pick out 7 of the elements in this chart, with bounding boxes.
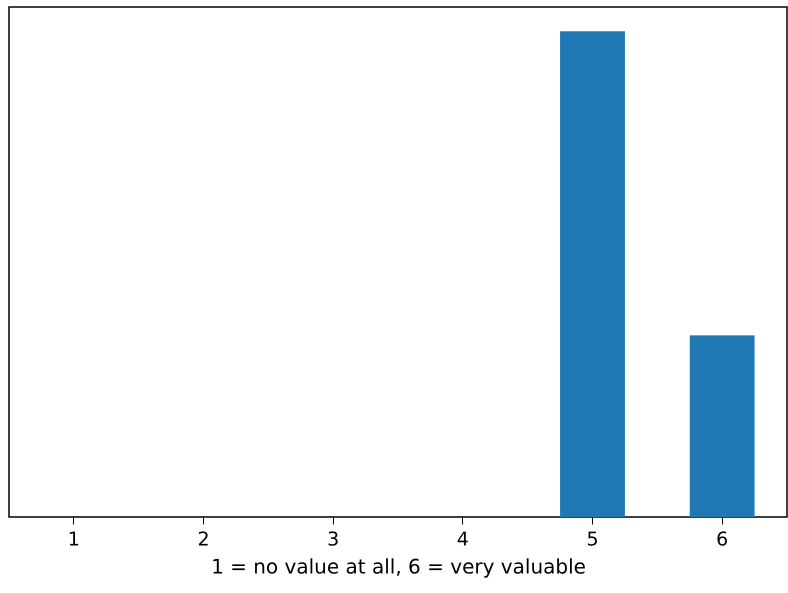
x-tick-label: 5 xyxy=(586,528,599,550)
x-tick-label: 1 xyxy=(68,528,80,550)
x-tick-label: 2 xyxy=(197,528,210,550)
x-tick-label: 4 xyxy=(456,528,469,550)
x-axis-title: 1 = no value at all, 6 = very valuable xyxy=(211,554,586,578)
x-tick-label: 6 xyxy=(716,528,728,550)
x-tick-label: 3 xyxy=(327,528,340,550)
